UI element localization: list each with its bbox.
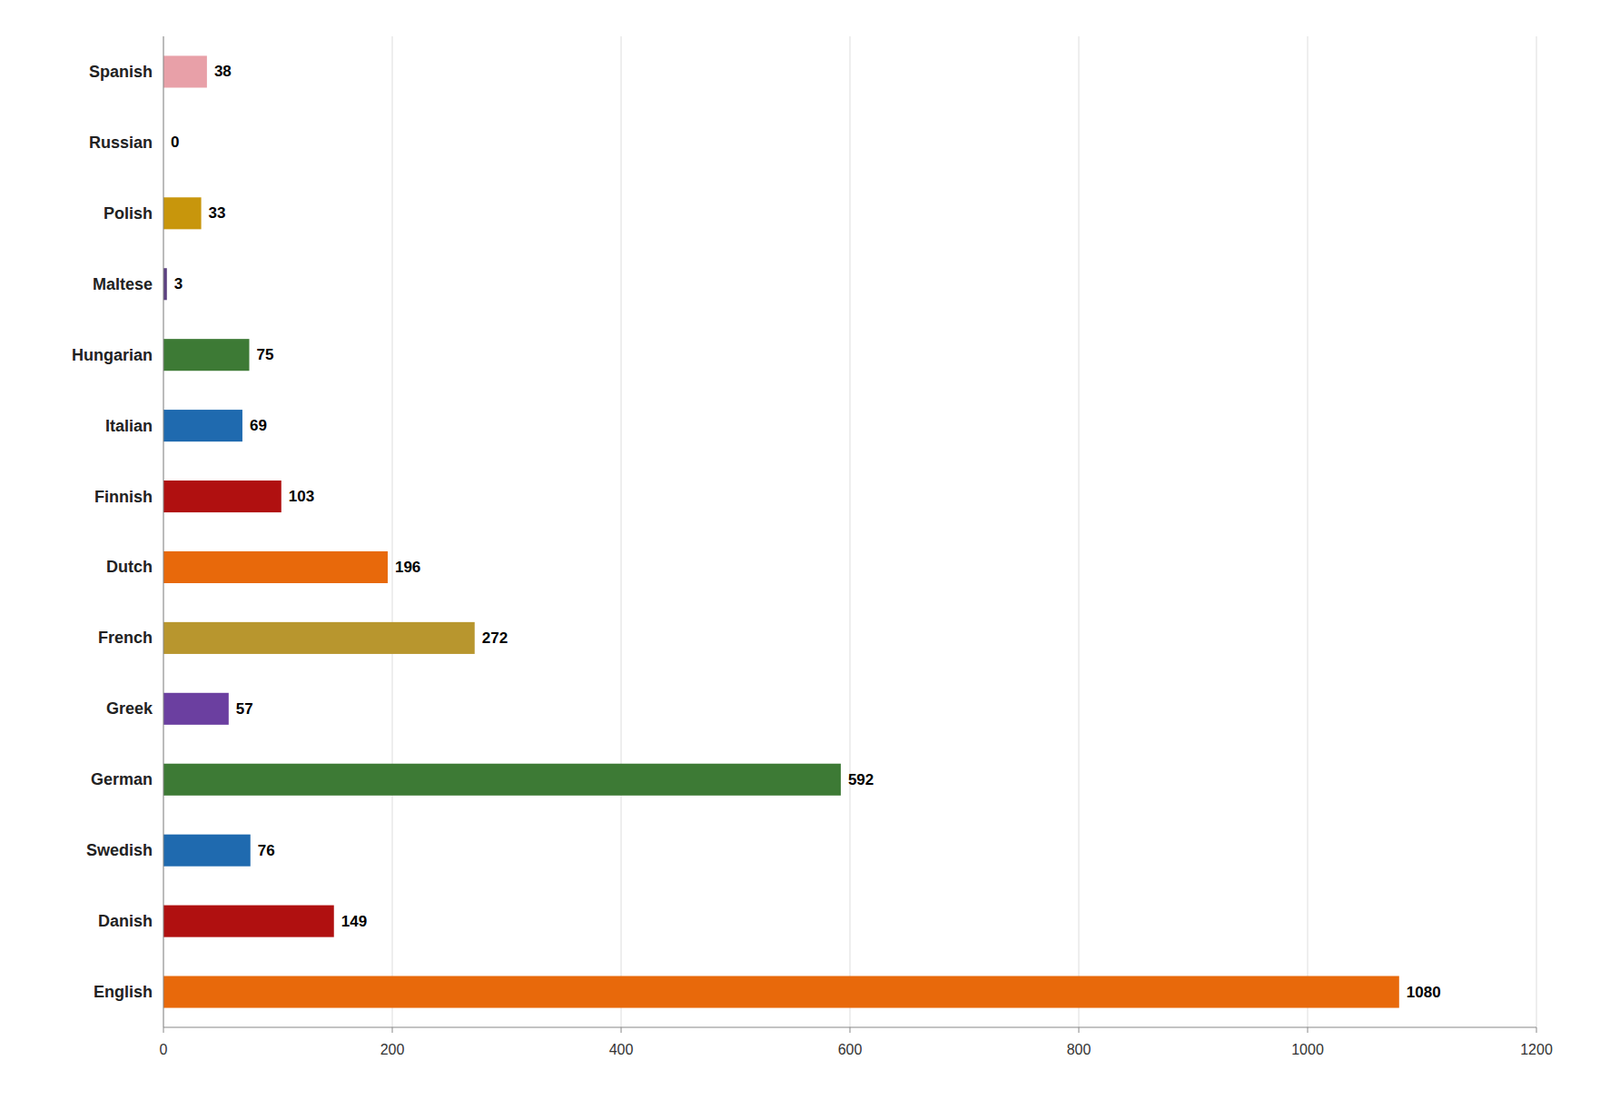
bar	[163, 692, 229, 725]
tick-label: 400	[609, 1041, 634, 1057]
bar	[163, 267, 168, 300]
bar	[163, 551, 388, 583]
grid-line	[392, 36, 394, 1028]
chart-container: 0 200 400 600 800 1000 1200 1080 149 76 592 57 272 19…	[0, 0, 1600, 1100]
category-label: Spanish	[88, 62, 153, 81]
bar	[163, 763, 841, 796]
tick-label: 1000	[1291, 1041, 1324, 1057]
x-axis-line	[163, 1027, 1537, 1028]
tick-mark	[392, 1027, 394, 1033]
bar	[163, 409, 243, 442]
bar	[163, 338, 250, 371]
data-label: 76	[257, 841, 276, 860]
tick-mark	[849, 1027, 851, 1033]
grid-line	[1536, 36, 1538, 1028]
data-label: 38	[214, 62, 232, 80]
grid-line	[1307, 36, 1309, 1028]
tick-label: 600	[838, 1041, 863, 1057]
category-label: Russian	[88, 133, 153, 152]
category-label: Italian	[105, 416, 153, 435]
grid-line	[1078, 36, 1080, 1028]
tick-label: 0	[159, 1041, 168, 1057]
data-label: 75	[256, 345, 275, 364]
data-label: 3	[174, 275, 183, 293]
data-label: 196	[395, 558, 421, 576]
bar	[163, 622, 475, 654]
category-label: Maltese	[92, 275, 153, 294]
data-label: 149	[341, 912, 367, 930]
tick-mark	[621, 1027, 623, 1033]
data-label: 272	[482, 629, 508, 647]
chart: 0 200 400 600 800 1000 1200 1080 149 76 592 57 272 19…	[0, 0, 1600, 1100]
bars	[163, 55, 1400, 1008]
category-label: German	[90, 770, 153, 789]
bar	[163, 480, 282, 513]
grid-line	[163, 36, 165, 1028]
data-label: 592	[848, 770, 874, 789]
data-label: 1080	[1406, 983, 1442, 1001]
bar	[163, 976, 1400, 1008]
category-label: Greek	[106, 699, 154, 718]
grid	[163, 36, 1537, 1028]
tick-mark	[1536, 1027, 1538, 1033]
category-label: Finnish	[94, 487, 153, 506]
category-label: English	[93, 982, 153, 1001]
tick-mark	[1078, 1027, 1080, 1033]
bar	[163, 834, 251, 867]
bar	[163, 55, 208, 88]
category-label: French	[98, 628, 153, 647]
tick-label: 800	[1066, 1041, 1092, 1057]
tick-mark	[163, 1027, 165, 1033]
y-axis-line	[163, 36, 165, 1028]
data-label: 69	[249, 416, 267, 435]
data-labels: 108014976592572721961036975333038	[170, 62, 1442, 1000]
bar	[163, 905, 335, 938]
data-label: 0	[170, 133, 179, 151]
bar	[163, 197, 202, 229]
grid-line	[621, 36, 623, 1028]
category-label: Dutch	[106, 557, 153, 576]
category-label: Danish	[98, 911, 153, 930]
tick-label: 200	[380, 1041, 405, 1057]
x-axis: 0 200 400 600 800 1000 1200	[159, 1027, 1553, 1057]
data-label: 103	[288, 487, 315, 505]
tick-mark	[1307, 1027, 1309, 1033]
category-label: Hungarian	[71, 345, 153, 365]
data-label: 33	[208, 204, 227, 222]
data-label: 57	[236, 700, 254, 718]
category-label: Swedish	[86, 840, 153, 860]
category-label: Polish	[103, 204, 153, 223]
tick-label: 1200	[1520, 1041, 1553, 1057]
grid-line	[849, 36, 851, 1028]
y-axis: English Danish Swedish German Greek French Dut…	[71, 62, 154, 1001]
